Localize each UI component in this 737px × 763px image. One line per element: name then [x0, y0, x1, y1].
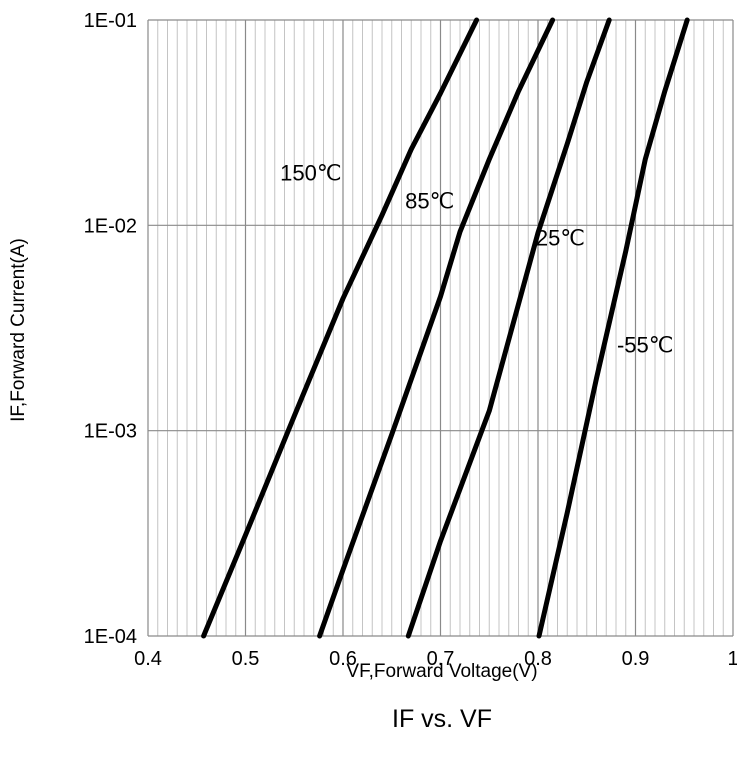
major-grid [147, 19, 734, 637]
y-tick-label: 1E-01 [84, 10, 137, 32]
x-tick-label: 0.4 [134, 648, 162, 670]
minor-grid [157, 20, 724, 636]
chart-title: IF vs. VF [392, 705, 492, 733]
series-line [201, 17, 480, 639]
series-labels: 150℃ 85℃ 25℃ -55℃ [280, 161, 673, 358]
series-line [536, 17, 690, 639]
x-axis-title: VF,Forward Voltage(V) [346, 661, 537, 682]
y-tick-label: 1E-04 [84, 626, 137, 648]
y-tick-label: 1E-03 [84, 421, 137, 443]
y-tick-labels: 1E-04 1E-03 1E-02 1E-01 [84, 10, 137, 648]
x-tick-labels: 0.4 0.5 0.6 0.7 0.8 0.9 1 [134, 648, 737, 670]
series-label: -55℃ [617, 333, 674, 358]
series-label: 25℃ [536, 226, 585, 251]
x-tick-label: 0.5 [232, 648, 260, 670]
x-tick-label: 1 [727, 648, 737, 670]
x-tick-label: 0.8 [524, 648, 552, 670]
series-label: 85℃ [405, 188, 454, 213]
series-line [317, 17, 556, 639]
series-line [405, 17, 612, 639]
y-tick-label: 1E-02 [84, 215, 137, 237]
series-layer [201, 17, 690, 639]
x-tick-label: 0.6 [329, 648, 357, 670]
x-tick-label: 0.9 [622, 648, 650, 670]
y-axis-title: IF,Forward Current(A) [8, 238, 29, 422]
series-label: 150℃ [280, 161, 341, 186]
x-tick-label: 0.7 [427, 648, 455, 670]
